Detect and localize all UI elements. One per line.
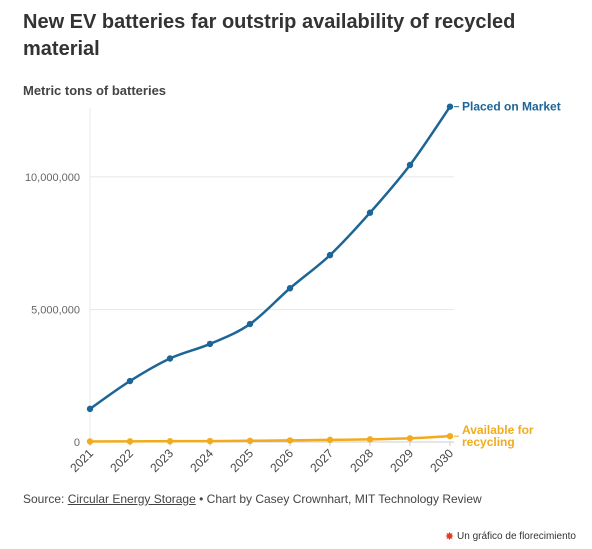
x-tick-label: 2029 xyxy=(387,446,416,475)
x-tick-label: 2023 xyxy=(147,446,176,475)
flourish-badge[interactable]: ✸ Un gráfico de florecimiento xyxy=(445,530,576,543)
data-point[interactable] xyxy=(206,340,214,348)
data-point[interactable] xyxy=(166,438,174,445)
data-point[interactable] xyxy=(406,435,414,442)
source-link[interactable]: Circular Energy Storage xyxy=(67,492,196,506)
data-point[interactable] xyxy=(86,405,94,413)
y-tick-label: 10,000,000 xyxy=(25,172,80,184)
y-axis-units-label: Metric tons of batteries xyxy=(23,83,167,98)
data-point[interactable] xyxy=(446,432,454,440)
chart-footer: Source: Circular Energy Storage • Chart … xyxy=(23,492,482,506)
data-point[interactable] xyxy=(246,437,254,445)
footer-separator: • xyxy=(199,492,204,506)
data-point[interactable] xyxy=(446,103,454,110)
data-point[interactable] xyxy=(286,285,294,292)
x-tick-label: 2028 xyxy=(347,446,376,475)
x-tick-label: 2030 xyxy=(427,446,456,475)
data-point[interactable] xyxy=(366,436,374,443)
x-tick-label: 2027 xyxy=(307,446,336,475)
chart-credit: Chart by Casey Crownhart, MIT Technology… xyxy=(206,492,482,506)
y-tick-label: 5,000,000 xyxy=(31,304,80,316)
x-tick-label: 2021 xyxy=(67,446,96,475)
data-point[interactable] xyxy=(86,438,94,445)
data-point[interactable] xyxy=(126,438,134,445)
x-tick-label: 2024 xyxy=(187,446,216,475)
series-line-0 xyxy=(89,105,452,410)
series-label-1: Available for recycling xyxy=(462,423,534,449)
data-point[interactable] xyxy=(246,320,254,328)
x-tick-label: 2022 xyxy=(107,446,136,475)
x-tick-label: 2025 xyxy=(227,446,256,475)
series-line-1 xyxy=(89,434,451,443)
flourish-asterisk-icon: ✸ xyxy=(444,531,455,543)
chart-title: New EV batteries far outstrip availabili… xyxy=(23,11,516,60)
data-point[interactable] xyxy=(166,355,174,362)
data-point[interactable] xyxy=(406,161,414,169)
data-point[interactable] xyxy=(326,251,334,259)
data-point[interactable] xyxy=(286,437,294,444)
data-point[interactable] xyxy=(126,377,134,385)
x-tick-label: 2026 xyxy=(267,446,296,475)
series-label-0: Placed on Market xyxy=(462,100,561,114)
y-tick-label: 0 xyxy=(74,437,80,449)
data-point[interactable] xyxy=(326,436,334,444)
data-point[interactable] xyxy=(366,209,374,216)
source-prefix: Source: xyxy=(23,492,65,506)
flourish-badge-label: Un gráfico de florecimiento xyxy=(457,531,576,542)
data-point[interactable] xyxy=(206,437,214,445)
